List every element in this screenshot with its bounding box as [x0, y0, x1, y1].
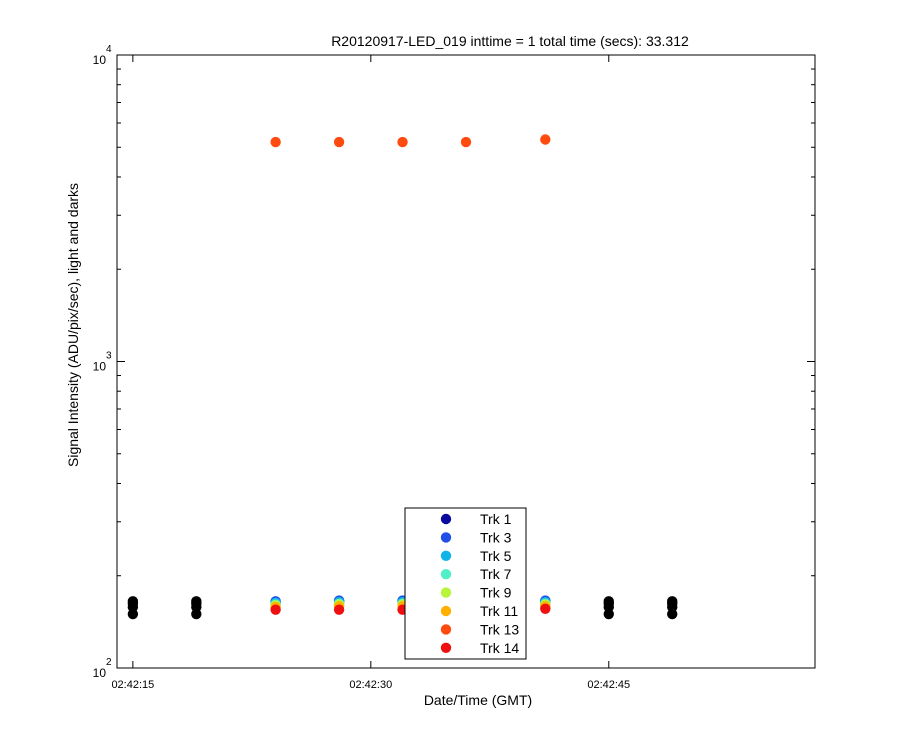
legend-label: Trk 1	[480, 511, 512, 527]
data-point	[333, 604, 345, 615]
data-point	[540, 603, 551, 615]
legend-label: Trk 5	[480, 548, 512, 564]
data-point	[460, 136, 472, 148]
data-point	[333, 136, 345, 148]
legend-box	[404, 507, 527, 660]
legend-marker	[440, 605, 452, 617]
y-tick-label-base: 10	[93, 53, 107, 67]
legend-marker	[440, 550, 452, 561]
data-point	[397, 136, 408, 148]
legend-label: Trk 14	[480, 640, 519, 656]
legend-marker	[440, 624, 452, 635]
x-tick-label: 02:42:30	[349, 679, 392, 691]
x-tick-label: 02:42:45	[587, 679, 630, 691]
legend: Trk 1 Trk 3 Trk 5 Trk 7 Trk 9 Trk 11 Trk 13 Trk…	[404, 507, 527, 660]
y-tick-label-exponent: 2	[106, 657, 112, 668]
chart-title: R20120917-LED_019 inttime = 1 total time…	[331, 33, 689, 49]
legend-label: Trk 7	[480, 566, 512, 582]
dark-point	[127, 608, 139, 620]
data-point	[270, 136, 281, 148]
y-tick-label-exponent: 4	[106, 44, 112, 55]
y-tick-label-base: 10	[93, 666, 107, 680]
legend-marker	[440, 569, 452, 580]
legend-marker	[440, 513, 452, 525]
legend-marker	[440, 642, 452, 653]
legend-marker	[440, 532, 452, 543]
legend-label: Trk 11	[480, 603, 518, 619]
y-tick-label-base: 10	[93, 360, 107, 374]
y-tick-label-exponent: 3	[106, 351, 112, 362]
x-axis-label: Date/Time (GMT)	[424, 692, 532, 708]
data-point	[270, 604, 281, 615]
dark-point	[667, 608, 678, 620]
dark-point	[603, 608, 614, 620]
legend-label: Trk 9	[480, 585, 512, 601]
x-tick-label: 02:42:15	[111, 679, 154, 691]
dark-point	[191, 608, 202, 620]
data-point	[540, 134, 551, 145]
legend-label: Trk 3	[480, 529, 512, 545]
legend-label: Trk 13	[480, 621, 519, 637]
y-axis-label: Signal Intensity (ADU/pix/sec), light an…	[65, 183, 81, 467]
legend-marker	[440, 587, 452, 598]
